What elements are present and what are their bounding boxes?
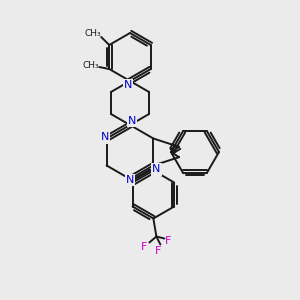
Text: N: N xyxy=(124,80,132,90)
Text: N: N xyxy=(128,116,136,126)
Text: N: N xyxy=(152,164,160,175)
Text: F: F xyxy=(155,245,162,256)
Text: N: N xyxy=(100,133,109,142)
Text: CH₃: CH₃ xyxy=(83,61,100,70)
Text: F: F xyxy=(165,236,172,245)
Text: CH₃: CH₃ xyxy=(85,28,101,38)
Text: F: F xyxy=(141,242,148,251)
Text: N: N xyxy=(126,175,134,185)
